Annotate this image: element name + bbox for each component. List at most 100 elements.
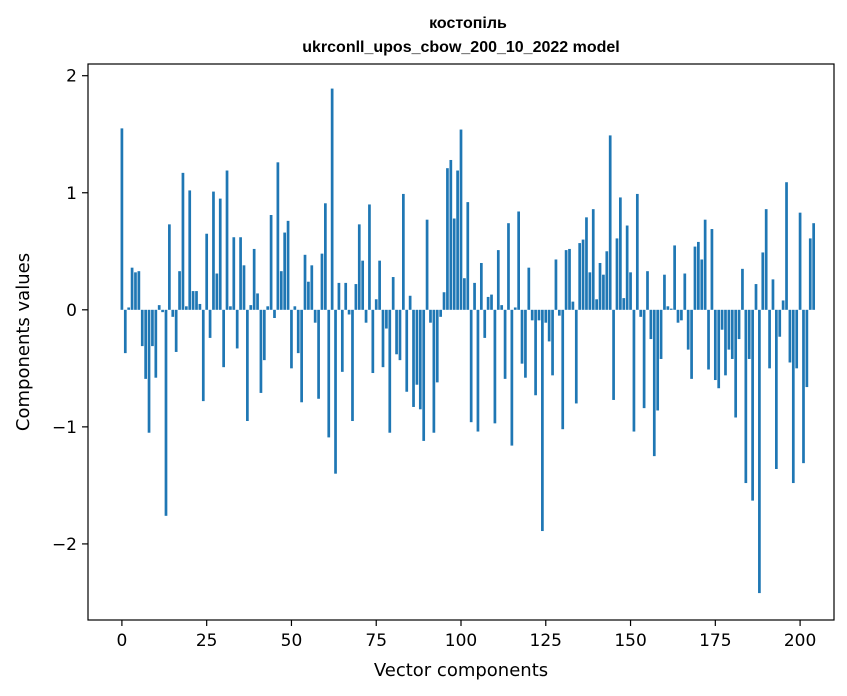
bar xyxy=(812,223,816,310)
bar xyxy=(232,237,236,310)
x-tick-label: 175 xyxy=(699,631,731,651)
bar xyxy=(446,168,449,310)
y-tick-label: 1 xyxy=(66,184,77,204)
bar xyxy=(215,273,219,310)
bar xyxy=(527,267,531,310)
bar xyxy=(639,309,643,317)
bar xyxy=(754,284,758,310)
bar xyxy=(439,309,443,317)
bar xyxy=(168,224,171,310)
y-tick-label: 2 xyxy=(66,67,77,87)
bar xyxy=(503,309,507,379)
x-tick-label: 200 xyxy=(784,631,816,651)
bar xyxy=(479,262,483,310)
bar xyxy=(256,293,259,310)
bar xyxy=(317,309,320,399)
chart-title-line2: ukrconll_upos_cbow_200_10_2022 model xyxy=(302,39,619,56)
bar xyxy=(300,309,303,403)
bar xyxy=(435,309,439,383)
bar xyxy=(571,301,575,310)
bar xyxy=(690,309,693,379)
bar xyxy=(781,300,785,310)
x-axis-ticks: 0 25 50 75 100 125 150 175 200 xyxy=(116,620,816,651)
bar xyxy=(184,306,188,310)
bar xyxy=(642,309,646,409)
bar xyxy=(673,245,676,310)
bar xyxy=(371,309,375,374)
x-tick-label: 125 xyxy=(530,631,562,651)
bar xyxy=(663,274,666,310)
bar xyxy=(334,309,337,474)
bar xyxy=(775,309,778,469)
y-tick-label: −2 xyxy=(52,535,77,555)
bar xyxy=(368,204,371,310)
bar xyxy=(652,309,656,457)
bar xyxy=(513,307,517,310)
bar xyxy=(378,260,381,310)
bar xyxy=(598,262,602,310)
bar xyxy=(500,305,504,310)
bar xyxy=(747,309,751,359)
bar xyxy=(727,309,731,350)
bar xyxy=(517,211,520,310)
bar xyxy=(541,309,544,532)
bar xyxy=(703,219,707,310)
bar xyxy=(154,309,158,378)
bar xyxy=(374,299,378,310)
bar xyxy=(391,277,395,310)
bar xyxy=(385,309,388,329)
bar xyxy=(422,309,426,441)
bar xyxy=(242,265,246,310)
bar xyxy=(676,309,680,323)
bar xyxy=(212,191,215,310)
bar xyxy=(741,268,744,310)
bar xyxy=(744,309,748,484)
bar xyxy=(585,217,588,310)
bar xyxy=(724,309,727,376)
bar xyxy=(357,224,361,310)
bar xyxy=(296,309,300,354)
bar xyxy=(239,237,242,310)
bar xyxy=(279,271,283,310)
bar xyxy=(788,309,792,363)
bar xyxy=(629,272,632,310)
bar xyxy=(758,309,761,594)
x-tick-label: 150 xyxy=(614,631,646,651)
bar xyxy=(395,309,398,355)
bar xyxy=(656,309,660,411)
bar xyxy=(697,241,700,310)
bar xyxy=(581,239,585,310)
bar xyxy=(408,295,412,310)
bar xyxy=(564,250,568,310)
bar xyxy=(340,309,344,372)
bar xyxy=(225,170,229,310)
bar xyxy=(483,309,487,338)
y-axis-ticks: −2 −1 0 1 2 xyxy=(52,67,88,555)
bar xyxy=(262,309,266,361)
bar xyxy=(164,309,168,516)
bar xyxy=(259,309,263,393)
bar xyxy=(734,309,738,418)
bar xyxy=(252,248,256,310)
bar xyxy=(635,193,639,310)
bar xyxy=(707,309,710,370)
y-tick-label: 0 xyxy=(66,301,77,321)
bar xyxy=(761,252,765,310)
bar xyxy=(402,193,405,310)
bar xyxy=(147,309,151,433)
bar xyxy=(432,309,436,433)
bar xyxy=(466,202,470,310)
bar xyxy=(415,309,419,385)
bar xyxy=(737,309,741,340)
bar xyxy=(198,303,202,310)
bar xyxy=(595,299,598,310)
bar xyxy=(510,309,514,446)
bar xyxy=(130,267,134,310)
bar xyxy=(557,309,561,316)
bar xyxy=(418,309,422,410)
bar xyxy=(137,271,141,310)
bar xyxy=(269,215,273,310)
bar xyxy=(174,309,178,352)
bar xyxy=(456,170,459,310)
bar xyxy=(561,309,565,430)
